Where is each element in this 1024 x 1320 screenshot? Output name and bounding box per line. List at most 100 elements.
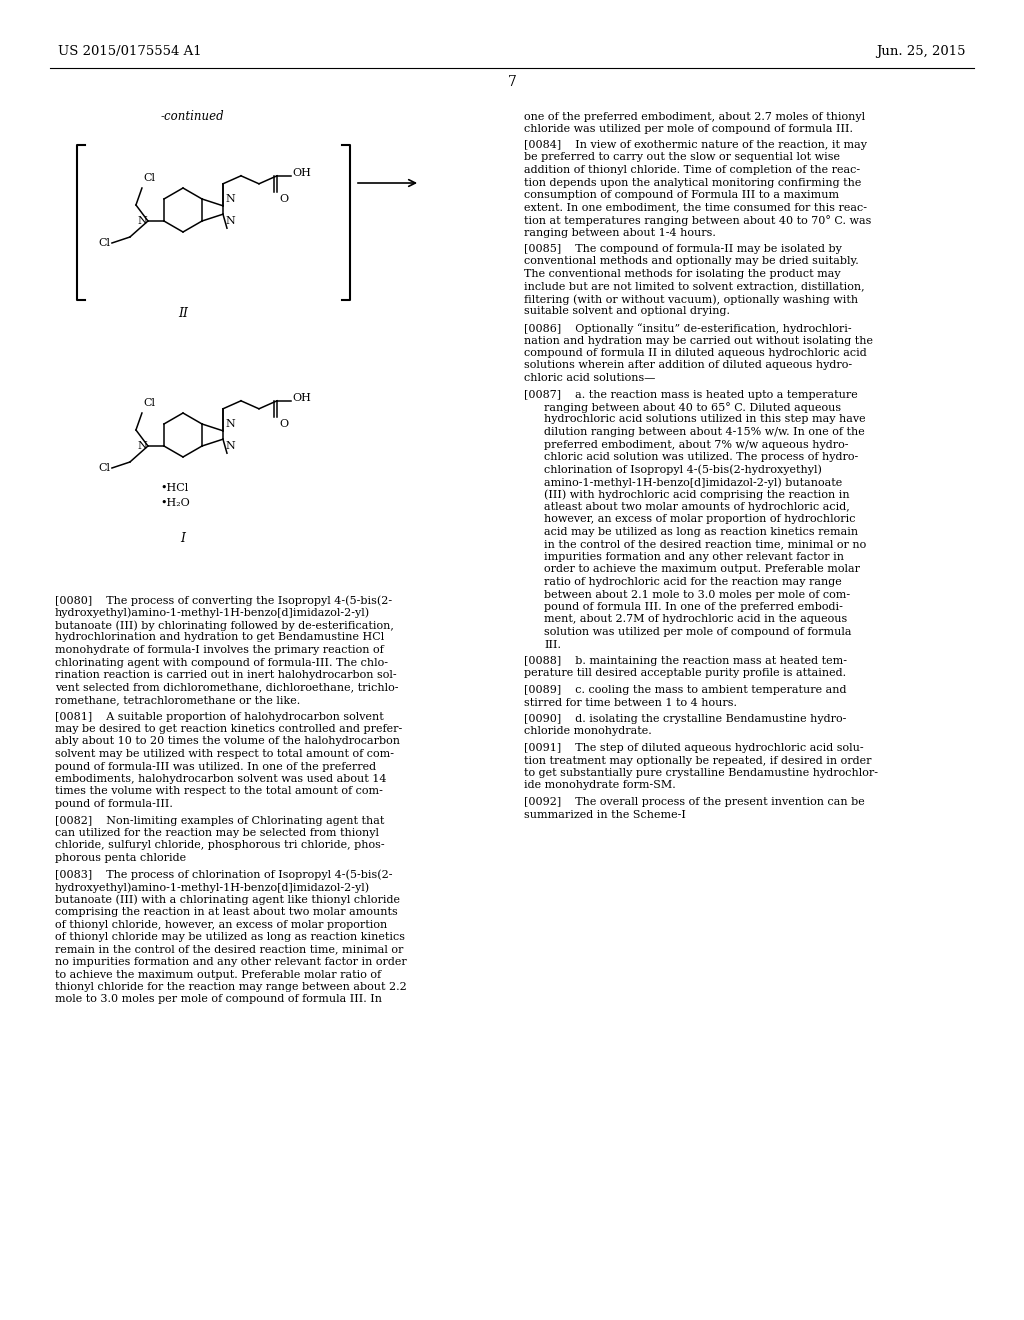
Text: Cl: Cl: [143, 399, 155, 408]
Text: rination reaction is carried out in inert halohydrocarbon sol-: rination reaction is carried out in iner…: [55, 671, 396, 680]
Text: [0082]    Non-limiting examples of Chlorinating agent that: [0082] Non-limiting examples of Chlorina…: [55, 816, 384, 825]
Text: Jun. 25, 2015: Jun. 25, 2015: [877, 45, 966, 58]
Text: one of the preferred embodiment, about 2.7 moles of thionyl: one of the preferred embodiment, about 2…: [524, 112, 865, 121]
Text: chloride, sulfuryl chloride, phosphorous tri chloride, phos-: chloride, sulfuryl chloride, phosphorous…: [55, 841, 385, 850]
Text: solvent may be utilized with respect to total amount of com-: solvent may be utilized with respect to …: [55, 748, 394, 759]
Text: order to achieve the maximum output. Preferable molar: order to achieve the maximum output. Pre…: [544, 565, 860, 574]
Text: chloric acid solution was utilized. The process of hydro-: chloric acid solution was utilized. The …: [544, 451, 858, 462]
Text: N: N: [225, 441, 234, 451]
Text: [0090]    d. isolating the crystalline Bendamustine hydro-: [0090] d. isolating the crystalline Bend…: [524, 714, 847, 723]
Text: chloric acid solutions—: chloric acid solutions—: [524, 374, 655, 383]
Text: OH: OH: [292, 168, 311, 178]
Text: acid may be utilized as long as reaction kinetics remain: acid may be utilized as long as reaction…: [544, 527, 858, 537]
Text: [0081]    A suitable proportion of halohydrocarbon solvent: [0081] A suitable proportion of halohydr…: [55, 711, 384, 722]
Text: conventional methods and optionally may be dried suitably.: conventional methods and optionally may …: [524, 256, 859, 267]
Text: pound of formula III. In one of the preferred embodi-: pound of formula III. In one of the pref…: [544, 602, 843, 612]
Text: [0086]    Optionally “insitu” de-esterification, hydrochlori-: [0086] Optionally “insitu” de-esterifica…: [524, 323, 852, 334]
Text: butanoate (III) with a chlorinating agent like thionyl chloride: butanoate (III) with a chlorinating agen…: [55, 895, 400, 906]
Text: vent selected from dichloromethane, dichloroethane, trichlo-: vent selected from dichloromethane, dich…: [55, 682, 398, 693]
Text: [0089]    c. cooling the mass to ambient temperature and: [0089] c. cooling the mass to ambient te…: [524, 685, 847, 696]
Text: ranging between about 40 to 65° C. Diluted aqueous: ranging between about 40 to 65° C. Dilut…: [544, 403, 841, 413]
Text: Cl: Cl: [98, 238, 110, 248]
Text: Cl: Cl: [98, 463, 110, 473]
Text: [0087]    a. the reaction mass is heated upto a temperature: [0087] a. the reaction mass is heated up…: [524, 389, 858, 400]
Text: chloride monohydrate.: chloride monohydrate.: [524, 726, 651, 737]
Text: •HCl: •HCl: [160, 483, 188, 492]
Text: [0092]    The overall process of the present invention can be: [0092] The overall process of the presen…: [524, 797, 864, 807]
Text: monohydrate of formula-I involves the primary reaction of: monohydrate of formula-I involves the pr…: [55, 645, 384, 655]
Text: of thionyl chloride may be utilized as long as reaction kinetics: of thionyl chloride may be utilized as l…: [55, 932, 406, 942]
Text: romethane, tetrachloromethane or the like.: romethane, tetrachloromethane or the lik…: [55, 696, 300, 705]
Text: ratio of hydrochloric acid for the reaction may range: ratio of hydrochloric acid for the react…: [544, 577, 842, 587]
Text: III.: III.: [544, 639, 561, 649]
Text: I: I: [180, 532, 185, 545]
Text: preferred embodiment, about 7% w/w aqueous hydro-: preferred embodiment, about 7% w/w aqueo…: [544, 440, 849, 450]
Text: to achieve the maximum output. Preferable molar ratio of: to achieve the maximum output. Preferabl…: [55, 969, 381, 979]
Text: tion depends upon the analytical monitoring confirming the: tion depends upon the analytical monitor…: [524, 177, 861, 187]
Text: O: O: [279, 418, 288, 429]
Text: however, an excess of molar proportion of hydrochloric: however, an excess of molar proportion o…: [544, 515, 855, 524]
Text: of thionyl chloride, however, an excess of molar proportion: of thionyl chloride, however, an excess …: [55, 920, 387, 929]
Text: chlorination of Isopropyl 4-(5-bis(2-hydroxyethyl): chlorination of Isopropyl 4-(5-bis(2-hyd…: [544, 465, 822, 475]
Text: [0088]    b. maintaining the reaction mass at heated tem-: [0088] b. maintaining the reaction mass …: [524, 656, 847, 667]
Text: N: N: [225, 418, 234, 429]
Text: include but are not limited to solvent extraction, distillation,: include but are not limited to solvent e…: [524, 281, 864, 292]
Text: •H₂O: •H₂O: [160, 498, 189, 508]
Text: OH: OH: [292, 393, 311, 403]
Text: solutions wherein after addition of diluted aqueous hydro-: solutions wherein after addition of dilu…: [524, 360, 852, 371]
Text: may be desired to get reaction kinetics controlled and prefer-: may be desired to get reaction kinetics …: [55, 723, 402, 734]
Text: times the volume with respect to the total amount of com-: times the volume with respect to the tot…: [55, 787, 383, 796]
Text: extent. In one embodiment, the time consumed for this reac-: extent. In one embodiment, the time cons…: [524, 202, 867, 213]
Text: phorous penta chloride: phorous penta chloride: [55, 853, 186, 863]
Text: solution was utilized per mole of compound of formula: solution was utilized per mole of compou…: [544, 627, 852, 638]
Text: stirred for time between 1 to 4 hours.: stirred for time between 1 to 4 hours.: [524, 697, 737, 708]
Text: [0080]    The process of converting the Isopropyl 4-(5-bis(2-: [0080] The process of converting the Iso…: [55, 595, 392, 606]
Text: ably about 10 to 20 times the volume of the halohydrocarbon: ably about 10 to 20 times the volume of …: [55, 737, 400, 747]
Text: N: N: [225, 216, 234, 226]
Text: addition of thionyl chloride. Time of completion of the reac-: addition of thionyl chloride. Time of co…: [524, 165, 860, 176]
Text: hydroxyethyl)amino-1-methyl-1H-benzo[d]imidazol-2-yl): hydroxyethyl)amino-1-methyl-1H-benzo[d]i…: [55, 607, 370, 618]
Text: atleast about two molar amounts of hydrochloric acid,: atleast about two molar amounts of hydro…: [544, 502, 850, 512]
Text: Cl: Cl: [143, 173, 155, 183]
Text: consumption of compound of Formula III to a maximum: consumption of compound of Formula III t…: [524, 190, 839, 201]
Text: chloride was utilized per mole of compound of formula III.: chloride was utilized per mole of compou…: [524, 124, 853, 135]
Text: nation and hydration may be carried out without isolating the: nation and hydration may be carried out …: [524, 335, 873, 346]
Text: comprising the reaction in at least about two molar amounts: comprising the reaction in at least abou…: [55, 907, 397, 917]
Text: N: N: [225, 194, 234, 203]
Text: ment, about 2.7M of hydrochloric acid in the aqueous: ment, about 2.7M of hydrochloric acid in…: [544, 615, 847, 624]
Text: filtering (with or without vacuum), optionally washing with: filtering (with or without vacuum), opti…: [524, 294, 858, 305]
Text: embodiments, halohydrocarbon solvent was used about 14: embodiments, halohydrocarbon solvent was…: [55, 774, 386, 784]
Text: no impurities formation and any other relevant factor in order: no impurities formation and any other re…: [55, 957, 407, 968]
Text: remain in the control of the desired reaction time, minimal or: remain in the control of the desired rea…: [55, 945, 403, 954]
Text: can utilized for the reaction may be selected from thionyl: can utilized for the reaction may be sel…: [55, 828, 379, 838]
Text: mole to 3.0 moles per mole of compound of formula III. In: mole to 3.0 moles per mole of compound o…: [55, 994, 382, 1005]
Text: tion at temperatures ranging between about 40 to 70° C. was: tion at temperatures ranging between abo…: [524, 215, 871, 226]
Text: hydrochloric acid solutions utilized in this step may have: hydrochloric acid solutions utilized in …: [544, 414, 865, 425]
Text: [0084]    In view of exothermic nature of the reaction, it may: [0084] In view of exothermic nature of t…: [524, 140, 867, 150]
Text: [0085]    The compound of formula-II may be isolated by: [0085] The compound of formula-II may be…: [524, 244, 842, 253]
Text: 7: 7: [508, 75, 516, 88]
Text: amino-1-methyl-1H-benzo[d]imidazol-2-yl) butanoate: amino-1-methyl-1H-benzo[d]imidazol-2-yl)…: [544, 477, 843, 487]
Text: chlorinating agent with compound of formula-III. The chlo-: chlorinating agent with compound of form…: [55, 657, 388, 668]
Text: [0091]    The step of diluted aqueous hydrochloric acid solu-: [0091] The step of diluted aqueous hydro…: [524, 743, 863, 752]
Text: thionyl chloride for the reaction may range between about 2.2: thionyl chloride for the reaction may ra…: [55, 982, 407, 993]
Text: hydrochlorination and hydration to get Bendamustine HCl: hydrochlorination and hydration to get B…: [55, 632, 384, 643]
Text: ranging between about 1-4 hours.: ranging between about 1-4 hours.: [524, 227, 716, 238]
Text: perature till desired acceptable purity profile is attained.: perature till desired acceptable purity …: [524, 668, 846, 678]
Text: to get substantially pure crystalline Bendamustine hydrochlor-: to get substantially pure crystalline Be…: [524, 768, 878, 777]
Text: be preferred to carry out the slow or sequential lot wise: be preferred to carry out the slow or se…: [524, 153, 840, 162]
Text: (III) with hydrochloric acid comprising the reaction in: (III) with hydrochloric acid comprising …: [544, 490, 850, 500]
Text: pound of formula-III was utilized. In one of the preferred: pound of formula-III was utilized. In on…: [55, 762, 376, 771]
Text: tion treatment may optionally be repeated, if desired in order: tion treatment may optionally be repeate…: [524, 755, 871, 766]
Text: in the control of the desired reaction time, minimal or no: in the control of the desired reaction t…: [544, 540, 866, 549]
Text: impurities formation and any other relevant factor in: impurities formation and any other relev…: [544, 552, 844, 562]
Text: compound of formula II in diluted aqueous hydrochloric acid: compound of formula II in diluted aqueou…: [524, 348, 866, 358]
Text: ide monohydrate form-SM.: ide monohydrate form-SM.: [524, 780, 676, 791]
Text: N: N: [137, 216, 147, 226]
Text: summarized in the Scheme-I: summarized in the Scheme-I: [524, 809, 686, 820]
Text: -continued: -continued: [160, 110, 224, 123]
Text: pound of formula-III.: pound of formula-III.: [55, 799, 173, 809]
Text: II: II: [178, 308, 188, 319]
Text: [0083]    The process of chlorination of Isopropyl 4-(5-bis(2-: [0083] The process of chlorination of Is…: [55, 870, 392, 880]
Text: US 2015/0175554 A1: US 2015/0175554 A1: [58, 45, 202, 58]
